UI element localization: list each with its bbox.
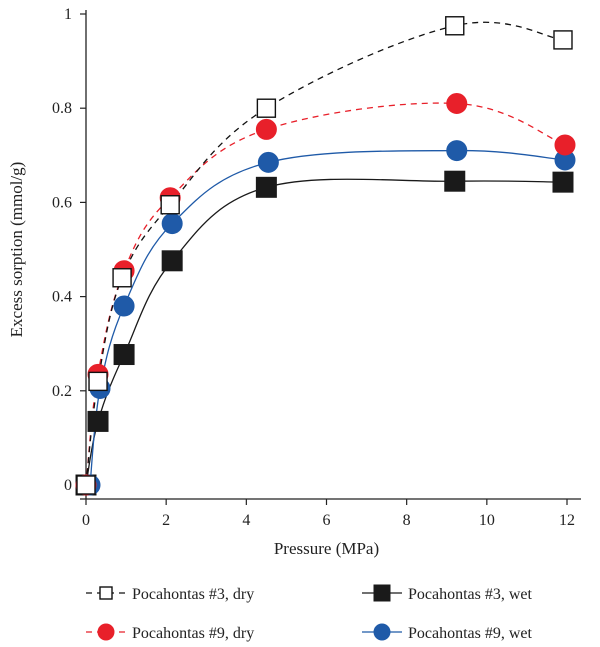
data-point: [161, 213, 183, 235]
data-point: [87, 410, 109, 432]
series-line: [85, 178, 563, 486]
legend-marker: [373, 623, 391, 641]
legend-marker: [97, 623, 115, 641]
x-tick-label: 10: [479, 512, 495, 529]
data-point: [257, 151, 279, 173]
data-point: [113, 344, 135, 366]
x-tick-label: 6: [323, 512, 331, 529]
axes: 0 2 4 6 8 10 12 0 0.2 0.4 0.6 0.8 1: [52, 6, 581, 529]
data-point: [160, 195, 180, 215]
y-tick-label: 1: [64, 6, 72, 23]
data-point: [552, 171, 574, 193]
y-tick-label: 0.8: [52, 100, 72, 117]
x-tick-label: 4: [242, 512, 250, 529]
legend-item: Pocahontas #9, wet: [362, 623, 533, 642]
data-point: [444, 170, 466, 192]
y-tick-label: 0: [64, 477, 72, 494]
legend: Pocahontas #3, dry Pocahontas #9, dry Poca…: [86, 584, 533, 642]
data-point: [113, 295, 135, 317]
legend-item: Pocahontas #9, dry: [86, 623, 254, 642]
data-point: [255, 118, 277, 140]
legend-label: Pocahontas #3, wet: [408, 586, 533, 603]
data-point: [161, 250, 183, 272]
legend-label: Pocahontas #9, wet: [408, 625, 533, 642]
data-point: [446, 140, 468, 162]
data-point: [554, 134, 576, 156]
y-tick-label: 0.6: [52, 194, 72, 211]
data-point: [256, 98, 277, 118]
series-line: [85, 21, 564, 486]
series-layer: [75, 16, 576, 496]
series-line: [85, 102, 566, 486]
y-tick-label: 0.4: [52, 289, 72, 306]
data-point: [76, 475, 96, 495]
data-point: [445, 16, 465, 36]
y-axis-title: Excess sorption (mmol/g): [7, 162, 26, 338]
legend-marker: [373, 584, 391, 602]
legend-label: Pocahontas #9, dry: [132, 625, 254, 642]
x-tick-label: 2: [162, 512, 170, 529]
data-point: [88, 371, 108, 392]
legend-item: Pocahontas #3, dry: [86, 586, 254, 603]
y-tick-label: 0.2: [52, 383, 72, 400]
legend-item: Pocahontas #3, wet: [362, 584, 533, 603]
data-point: [553, 30, 573, 50]
data-point: [446, 92, 468, 114]
legend-label: Pocahontas #3, dry: [132, 586, 254, 603]
data-point: [255, 176, 277, 198]
x-tick-label: 8: [403, 512, 411, 529]
legend-marker: [99, 586, 113, 600]
x-tick-label: 0: [82, 512, 90, 529]
x-axis-title: Pressure (MPa): [274, 539, 379, 558]
data-point: [112, 268, 132, 288]
x-tick-label: 12: [559, 512, 575, 529]
